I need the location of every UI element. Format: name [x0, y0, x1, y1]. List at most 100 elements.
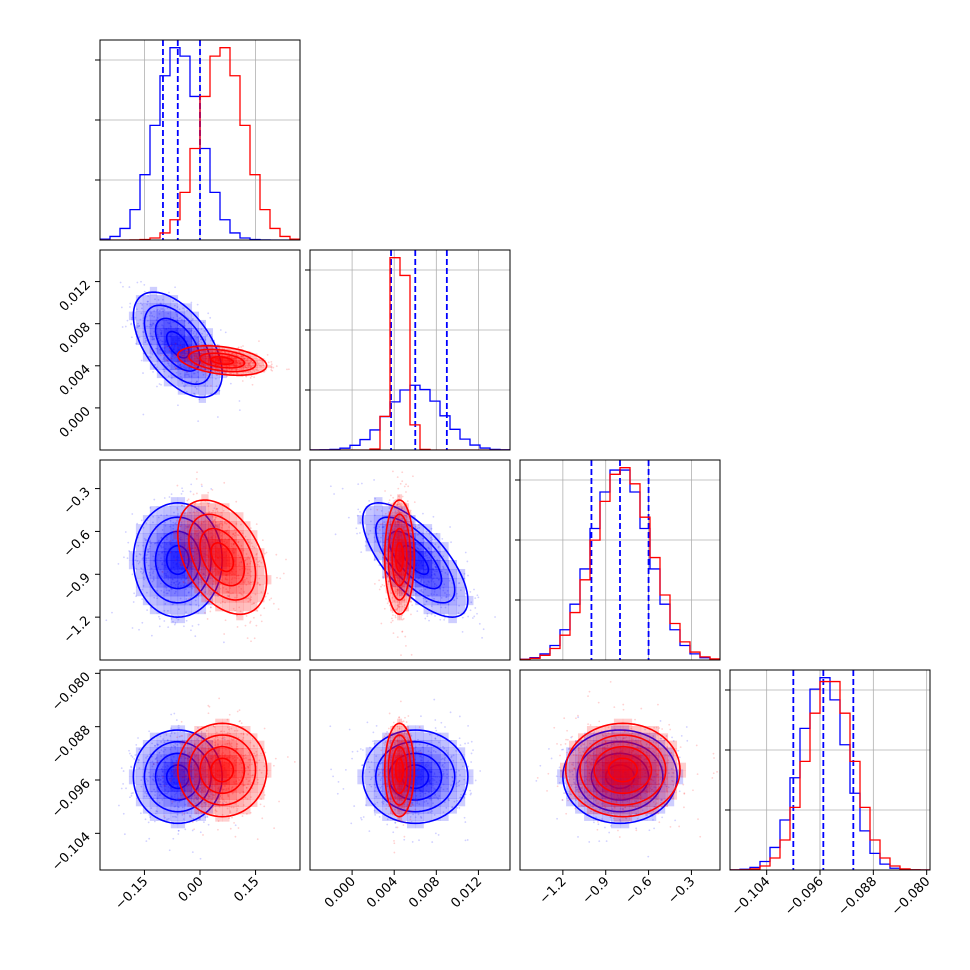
- point: [150, 312, 153, 314]
- point: [135, 743, 138, 746]
- point: [181, 382, 184, 384]
- point: [236, 807, 239, 810]
- point: [464, 551, 467, 554]
- density-bin: [177, 319, 186, 329]
- point: [205, 346, 208, 349]
- point: [178, 354, 181, 357]
- point: [417, 571, 420, 573]
- point: [386, 575, 389, 578]
- point: [238, 409, 241, 412]
- point: [239, 351, 241, 354]
- density-bin: [404, 575, 407, 585]
- point: [442, 586, 445, 589]
- point: [157, 516, 160, 519]
- point: [444, 571, 447, 574]
- point: [132, 601, 135, 603]
- point: [169, 356, 172, 359]
- point: [149, 753, 152, 756]
- point: [165, 734, 168, 736]
- point: [430, 527, 433, 530]
- density-bin: [222, 584, 230, 594]
- point: [195, 380, 198, 383]
- point: [167, 817, 170, 820]
- point: [388, 507, 391, 509]
- point: [170, 493, 173, 496]
- density-bin: [135, 295, 144, 304]
- density-bin: [163, 524, 172, 534]
- point: [422, 512, 424, 515]
- point: [241, 594, 244, 596]
- point: [235, 523, 238, 526]
- point: [373, 582, 376, 585]
- contour-line: [210, 356, 235, 366]
- point: [196, 798, 199, 801]
- contours-blue: [132, 291, 224, 399]
- point: [400, 507, 403, 510]
- density-bin: [180, 521, 188, 531]
- point: [471, 617, 474, 619]
- point: [202, 347, 205, 349]
- point: [234, 534, 236, 537]
- point: [407, 545, 410, 548]
- density-bin: [201, 548, 209, 558]
- density-bin: [187, 512, 195, 522]
- density-bin: [177, 369, 186, 379]
- point: [238, 606, 241, 609]
- density-bin: [229, 593, 237, 603]
- point: [381, 583, 384, 586]
- density-bin: [149, 776, 158, 785]
- density-bin: [177, 303, 186, 312]
- point: [181, 813, 184, 816]
- point: [406, 516, 408, 518]
- point: [181, 490, 184, 493]
- density-bin: [177, 377, 186, 387]
- point: [206, 385, 209, 387]
- point: [250, 360, 253, 363]
- point: [382, 575, 385, 578]
- point: [393, 527, 396, 530]
- density-bin: [394, 530, 398, 540]
- point: [190, 770, 193, 773]
- density-bin: [208, 593, 216, 603]
- point: [401, 614, 404, 616]
- point: [390, 577, 393, 580]
- point: [233, 528, 236, 531]
- point: [405, 519, 408, 521]
- point: [146, 303, 149, 306]
- point: [173, 304, 176, 307]
- density-bin: [399, 611, 403, 621]
- point: [197, 353, 200, 356]
- density-bin: [149, 506, 158, 516]
- point: [148, 314, 151, 317]
- density-bin: [243, 372, 251, 375]
- point: [140, 359, 143, 362]
- point: [163, 816, 166, 819]
- density-bin: [406, 557, 410, 567]
- point: [163, 370, 166, 373]
- point: [251, 603, 253, 605]
- density-bin: [423, 524, 433, 534]
- density-bin: [365, 506, 375, 516]
- point: [139, 302, 142, 305]
- point: [146, 591, 148, 594]
- point: [160, 749, 163, 752]
- density-bin: [236, 593, 244, 603]
- point: [437, 545, 440, 548]
- point: [161, 529, 164, 531]
- density-bin: [191, 577, 200, 588]
- density-bin: [191, 740, 200, 748]
- density-bin: [406, 602, 410, 612]
- density-bin: [149, 732, 158, 741]
- density-bin: [215, 602, 223, 612]
- point: [138, 325, 141, 327]
- contour-line: [199, 352, 246, 369]
- point: [250, 366, 253, 368]
- point: [210, 593, 213, 596]
- point: [393, 522, 396, 524]
- point: [198, 343, 201, 345]
- density-bin: [264, 365, 272, 368]
- point: [172, 620, 174, 623]
- point: [179, 597, 182, 600]
- density-bin: [382, 568, 391, 579]
- point: [195, 387, 198, 390]
